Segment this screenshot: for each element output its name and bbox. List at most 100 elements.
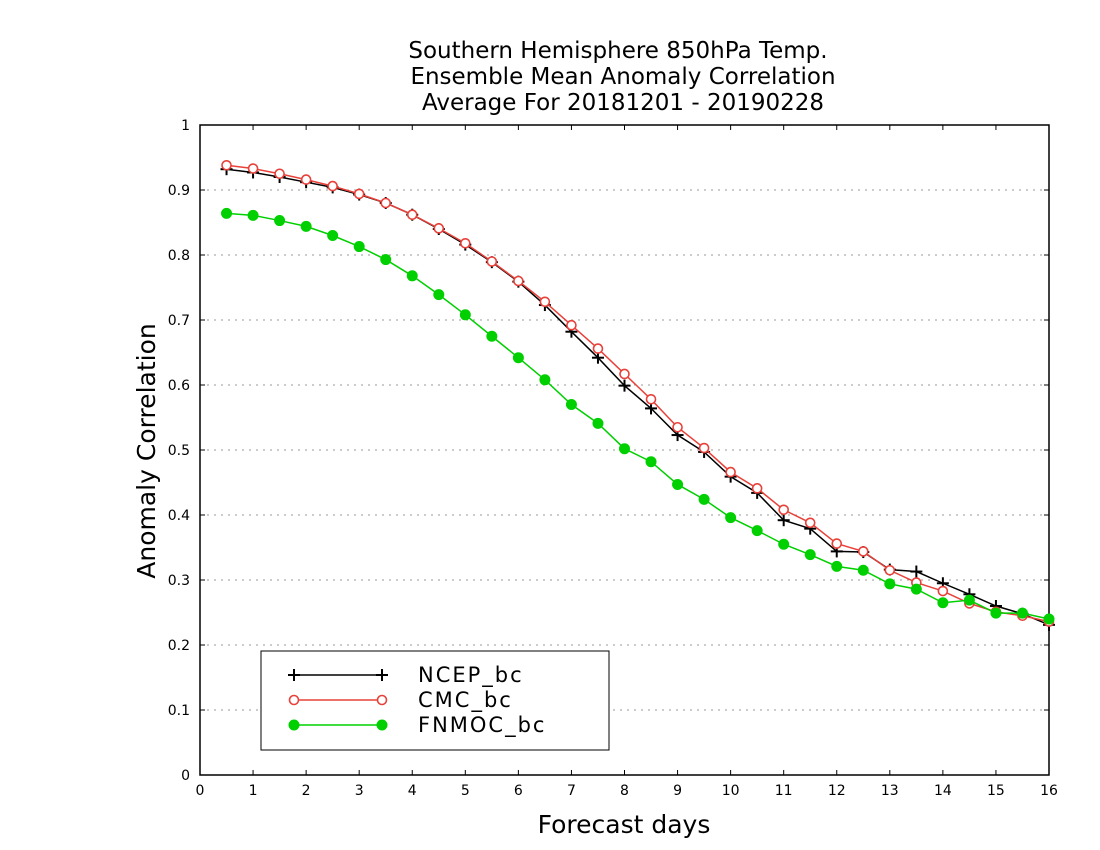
chart-title-line-3: Average For 20181201 - 20190228 (422, 90, 824, 116)
data-point-cmc-bc (327, 180, 338, 192)
series-line-cmc-bc (226, 164, 1050, 623)
data-point-fnmoc-bc (274, 215, 286, 227)
data-point-cmc-bc (353, 188, 365, 200)
y-tick-label: 0 (181, 768, 190, 784)
data-point-fnmoc-bc (592, 417, 604, 429)
chart-title-line-2: Ensemble Mean Anomaly Correlation (410, 64, 835, 90)
series-line-fnmoc-bc (226, 212, 1050, 620)
data-point-fnmoc-bc (619, 443, 630, 455)
data-point-cmc-bc (857, 546, 869, 557)
data-point-cmc-bc (566, 319, 577, 331)
series-line-ncep-bc (226, 168, 1050, 626)
x-tick-label: 6 (514, 783, 523, 799)
x-tick-label: 16 (1040, 783, 1058, 799)
data-point-fnmoc-bc (804, 549, 816, 561)
data-point-fnmoc-bc (459, 309, 471, 321)
x-tick-label: 4 (408, 783, 417, 799)
data-point-fnmoc-bc (778, 538, 790, 550)
data-point-cmc-bc (619, 368, 630, 380)
x-tick-label: 13 (881, 783, 899, 799)
y-tick-label: 0.6 (168, 378, 190, 394)
x-tick-label: 14 (934, 783, 952, 799)
chart-title: Southern Hemisphere 850hPa Temp. Ensembl… (408, 38, 835, 116)
data-point-cmc-bc (274, 168, 285, 180)
x-tick-label: 1 (249, 783, 258, 799)
data-point-ncep-bc (618, 379, 631, 392)
series-fnmoc-bc (221, 207, 1055, 625)
y-tick-label: 0.1 (168, 703, 190, 719)
data-point-fnmoc-bc (565, 399, 577, 410)
data-point-fnmoc-bc (910, 583, 922, 595)
data-point-fnmoc-bc (327, 230, 339, 241)
data-point-cmc-bc (831, 538, 843, 549)
y-tick-label: 0.9 (168, 183, 190, 199)
data-point-cmc-bc (247, 163, 259, 174)
data-point-cmc-bc (406, 209, 418, 220)
data-point-cmc-bc (433, 223, 445, 234)
data-point-fnmoc-bc (433, 289, 445, 301)
x-tick-label: 7 (567, 783, 576, 799)
data-point-fnmoc-bc (512, 352, 524, 364)
data-point-fnmoc-bc (221, 207, 233, 219)
data-point-cmc-bc (221, 160, 232, 171)
data-point-fnmoc-bc (406, 270, 418, 282)
data-point-cmc-bc (592, 343, 604, 354)
data-point-fnmoc-bc (698, 493, 710, 505)
x-tick-label: 3 (355, 783, 364, 799)
legend-label-fnmoc-bc: FNMOC_bc (418, 713, 546, 738)
y-tick-label: 0.4 (168, 508, 190, 524)
x-tick-label: 0 (196, 783, 205, 799)
y-tick-label: 0.8 (168, 248, 190, 264)
data-point-cmc-bc (751, 483, 763, 494)
data-point-cmc-bc (513, 275, 524, 287)
series-cmc-bc (221, 160, 1055, 627)
legend-marker-ncep-bc (288, 669, 300, 681)
y-axis-label: Anomaly Correlation (132, 323, 161, 578)
y-tick-label: 0.5 (168, 443, 190, 459)
y-tick-label: 0.3 (168, 573, 190, 589)
data-point-fnmoc-bc (990, 607, 1002, 619)
data-point-fnmoc-bc (1016, 607, 1028, 619)
legend-label-ncep-bc: NCEP_bc (418, 663, 524, 688)
data-point-cmc-bc (778, 504, 789, 516)
data-point-fnmoc-bc (247, 209, 259, 221)
data-point-cmc-bc (460, 238, 471, 249)
data-point-fnmoc-bc (751, 525, 763, 537)
legend-marker-fnmoc-bc (288, 719, 300, 731)
chart-title-line-1: Southern Hemisphere 850hPa Temp. (408, 38, 827, 64)
data-point-cmc-bc (486, 256, 498, 267)
series-ncep-bc (220, 163, 1055, 631)
y-tick-label: 0.7 (168, 313, 190, 329)
data-point-fnmoc-bc (380, 254, 392, 266)
data-point-cmc-bc (804, 517, 816, 529)
x-tick-label: 9 (673, 783, 682, 799)
data-series (220, 160, 1055, 631)
x-tick-label: 2 (302, 783, 311, 799)
data-point-cmc-bc (672, 421, 683, 433)
legend-marker-fnmoc-bc (376, 719, 388, 731)
data-point-cmc-bc (645, 393, 657, 405)
legend-marker-cmc-bc (288, 694, 300, 706)
data-point-cmc-bc (539, 296, 551, 308)
x-tick-label: 15 (987, 783, 1005, 799)
data-point-fnmoc-bc (672, 478, 684, 490)
data-point-ncep-bc (910, 565, 923, 578)
legend-marker-ncep-bc (376, 669, 388, 681)
x-tick-label: 11 (775, 783, 793, 799)
data-point-cmc-bc (380, 197, 392, 209)
data-point-cmc-bc (937, 585, 949, 597)
data-point-ncep-bc (777, 514, 790, 527)
data-point-fnmoc-bc (300, 220, 312, 232)
data-point-fnmoc-bc (645, 456, 657, 468)
data-point-cmc-bc (300, 174, 312, 185)
x-tick-label: 8 (620, 783, 629, 799)
x-tick-label: 10 (722, 783, 740, 799)
legend-marker-cmc-bc (376, 694, 388, 706)
data-point-fnmoc-bc (353, 241, 365, 253)
axis-ticks: 0 1 2 3 4 5 6 7 8 9 10 11 12 13 14 15 1600.10.20.30.40.5… (168, 118, 1058, 799)
legend-label-cmc-bc: CMC_bc (418, 688, 513, 713)
data-point-cmc-bc (725, 466, 736, 478)
data-point-fnmoc-bc (486, 330, 498, 342)
data-point-fnmoc-bc (1043, 613, 1055, 625)
